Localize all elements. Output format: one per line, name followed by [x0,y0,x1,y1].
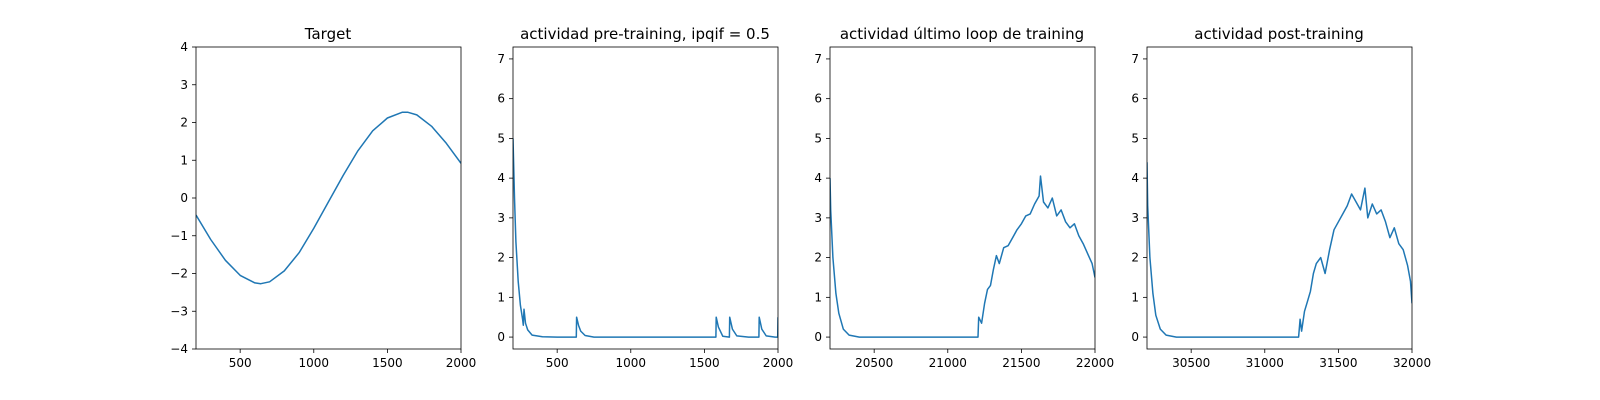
y-tick-label: 2 [180,116,188,130]
y-tick-label: 6 [814,92,822,106]
series-line [830,175,1095,338]
y-tick-label: 0 [1131,330,1139,344]
y-tick-label: 0 [180,191,188,205]
x-tick-label: 22000 [1076,356,1114,370]
subplot-pre-training: actividad pre-training, ipqif = 0.5 500 1… [497,25,793,370]
x-tick-label: 500 [229,356,252,370]
y-tick-label: 0 [497,330,505,344]
y-tick-label: −3 [170,304,188,318]
subplot-title: actividad último loop de training [840,25,1084,43]
axes-frame [512,46,779,350]
subplot-title: actividad post-training [1194,25,1363,43]
y-tick-label: −4 [170,342,188,356]
y-tick-label: 2 [497,251,505,265]
series-line [196,111,461,285]
series-line [513,138,778,338]
y-tick-label: 7 [814,52,822,66]
subplot-title: Target [304,25,352,43]
x-tick-label: 2000 [446,356,477,370]
y-tick-label: 2 [814,251,822,265]
y-tick-label: 6 [497,92,505,106]
x-tick-label: 2000 [763,356,794,370]
y-tick-label: 7 [1131,52,1139,66]
x-tick-label: 1000 [616,356,647,370]
y-tick-label: 4 [1131,171,1139,185]
x-tick-label: 1000 [299,356,330,370]
y-tick-label: 1 [180,153,188,167]
y-tick-label: 5 [814,131,822,145]
subplot-target: Target 500 1000 1500 2000 −4 −3 −2 −1 0 1 2 3 4 [170,25,476,370]
y-tick-label: −1 [170,229,188,243]
subplot-last-training-loop: actividad último loop de training 20500 2… [814,25,1114,370]
y-tick-label: 3 [497,211,505,225]
y-tick-label: 3 [180,78,188,92]
y-tick-label: 1 [814,290,822,304]
y-tick-label: 5 [497,131,505,145]
y-tick-label: 6 [1131,92,1139,106]
series-line [1147,162,1412,338]
x-tick-label: 500 [546,356,569,370]
x-tick-label: 21500 [1002,356,1040,370]
x-tick-label: 1500 [372,356,403,370]
x-tick-label: 32000 [1393,356,1431,370]
x-tick-label: 30500 [1172,356,1210,370]
x-tick-label: 21000 [929,356,967,370]
subplot-title: actividad pre-training, ipqif = 0.5 [520,25,770,43]
y-tick-label: 4 [180,40,188,54]
y-tick-label: 5 [1131,131,1139,145]
x-tick-label: 31500 [1319,356,1357,370]
y-tick-label: −2 [170,267,188,281]
y-tick-label: 3 [814,211,822,225]
y-tick-label: 3 [1131,211,1139,225]
y-tick-label: 0 [814,330,822,344]
y-tick-label: 4 [497,171,505,185]
x-tick-label: 1500 [689,356,720,370]
axes-frame [829,46,1096,350]
subplot-post-training: actividad post-training 30500 31000 31500 3… [1131,25,1431,370]
x-tick-label: 20500 [855,356,893,370]
y-tick-label: 7 [497,52,505,66]
y-tick-label: 1 [1131,290,1139,304]
y-tick-label: 4 [814,171,822,185]
y-tick-label: 2 [1131,251,1139,265]
axes-frame [1146,46,1413,350]
x-tick-label: 31000 [1246,356,1284,370]
y-tick-label: 1 [497,290,505,304]
